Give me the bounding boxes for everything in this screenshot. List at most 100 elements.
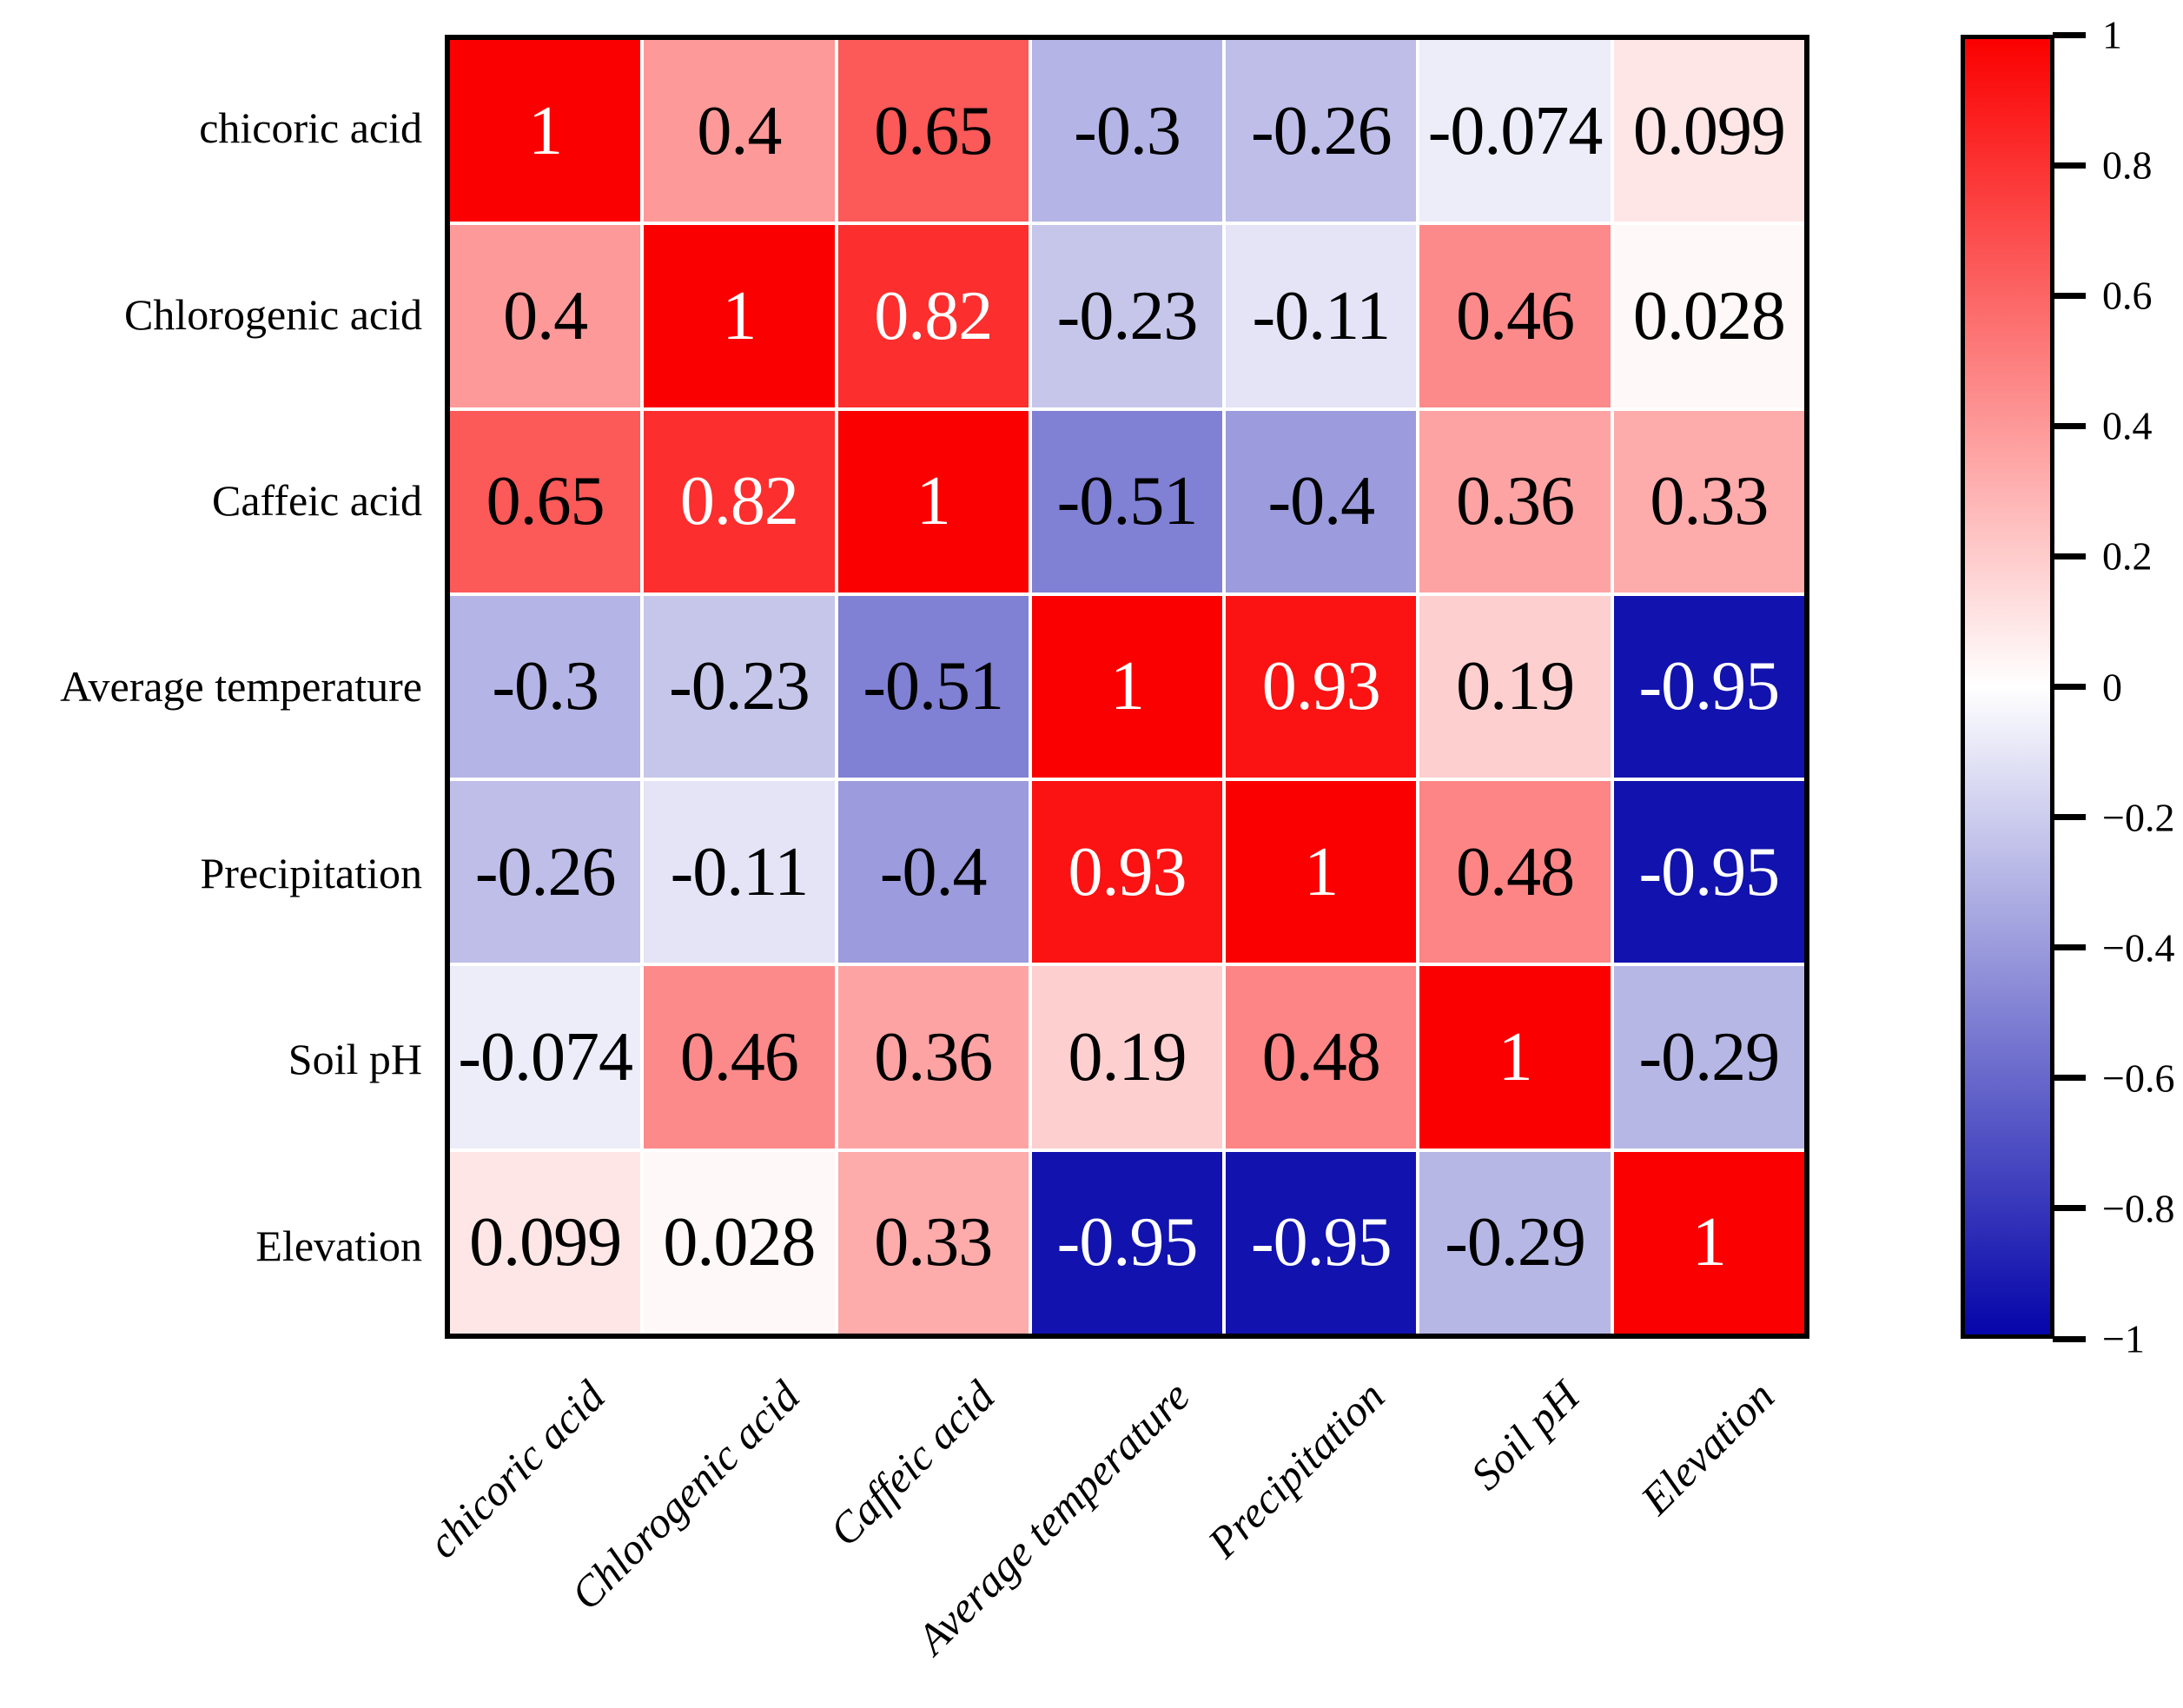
colorbar-tick (2053, 553, 2086, 559)
cell-value: -0.23 (669, 648, 810, 725)
cell-value: 0.4 (503, 277, 588, 354)
heatmap-cell: 1 (1419, 966, 1611, 1149)
cell-value: -0.51 (863, 648, 1004, 725)
cell-value: -0.3 (492, 648, 599, 725)
cell-value: -0.95 (1638, 648, 1781, 725)
heatmap-cell: 0.4 (450, 225, 641, 407)
heatmap-cell: 0.19 (1031, 966, 1223, 1149)
colorbar-tick-label: 1 (2102, 12, 2122, 57)
heatmap-cell: 0.19 (1419, 595, 1611, 778)
cell-value: -0.51 (1056, 463, 1199, 540)
heatmap-cell: 0.46 (1419, 225, 1611, 407)
heatmap-cell: 0.82 (644, 410, 835, 593)
cell-value: -0.11 (670, 833, 810, 910)
cell-value: -0.4 (1267, 463, 1375, 540)
colorbar-tick-label: 0.2 (2102, 533, 2153, 579)
heatmap-cell: 0.65 (837, 40, 1029, 222)
y-axis-label: Chlorogenic acid (124, 289, 422, 339)
cell-value: 1 (1304, 833, 1339, 910)
colorbar-tick-label: −0.6 (2102, 1056, 2175, 1101)
colorbar-gradient (1961, 35, 2054, 1339)
cell-value: 0.33 (1650, 463, 1769, 540)
cell-value: 0.93 (1068, 833, 1187, 910)
cell-value: 0.33 (874, 1204, 993, 1281)
colorbar-tick-label: −1 (2102, 1316, 2145, 1361)
colorbar-tick-label: 0 (2102, 665, 2122, 709)
colorbar-tick (2053, 1205, 2086, 1212)
heatmap-cell: 1 (1226, 781, 1417, 963)
x-axis-label: Precipitation (1198, 1371, 1394, 1567)
colorbar-tick (2053, 814, 2086, 821)
heatmap-cell: -0.4 (1226, 410, 1417, 593)
heatmap-cell: 0.36 (837, 966, 1029, 1149)
cell-value: -0.29 (1638, 1019, 1781, 1096)
cell-value: 0.19 (1456, 648, 1575, 725)
heatmap-cell: 0.93 (1226, 595, 1417, 778)
y-axis-label: Elevation (255, 1221, 422, 1270)
x-axis-label: Soil pH (1461, 1371, 1589, 1499)
heatmap-cell: -0.51 (837, 595, 1029, 778)
heatmap-cell: 0.36 (1419, 410, 1611, 593)
heatmap-cell: -0.95 (1613, 595, 1804, 778)
colorbar-tick (2053, 1075, 2086, 1082)
cell-value: 1 (1109, 648, 1145, 725)
heatmap-cell: -0.11 (1226, 225, 1417, 407)
cell-value: -0.26 (474, 833, 617, 910)
heatmap-cell: 0.33 (1613, 410, 1804, 593)
heatmap-cell: 0.65 (450, 410, 641, 593)
heatmap-grid: 1 0.4 0.65 -0.3 -0.26 -0.074 0.099 0.4 1 0.82 -0.2… (445, 35, 1809, 1339)
cell-value: 1 (722, 277, 757, 354)
x-axis-label: Caffeic acid (819, 1371, 1004, 1556)
cell-value: 1 (1498, 1019, 1533, 1096)
x-axis-label: Elevation (1631, 1371, 1784, 1524)
colorbar-tick (2053, 944, 2086, 951)
cell-value: 0.48 (1456, 833, 1575, 910)
y-axis-label: Caffeic acid (212, 476, 422, 526)
colorbar-tick (2053, 31, 2086, 38)
colorbar-tick-label: 0.8 (2102, 142, 2153, 188)
heatmap-cell: -0.95 (1613, 781, 1804, 963)
cell-value: 0.65 (486, 463, 605, 540)
heatmap-cell: 0.48 (1226, 966, 1417, 1149)
cell-value: 0.4 (697, 92, 782, 169)
heatmap-cell: 0.93 (1031, 781, 1223, 963)
cell-value: 0.82 (874, 277, 993, 354)
heatmap-cell: -0.51 (1031, 410, 1223, 593)
heatmap-cell: -0.26 (450, 781, 641, 963)
cell-value: 0.48 (1261, 1019, 1381, 1096)
heatmap-cell: -0.074 (450, 966, 641, 1149)
cell-value: 0.028 (1632, 277, 1786, 354)
heatmap-cell: 0.028 (1613, 225, 1804, 407)
cell-value: -0.3 (1074, 92, 1181, 169)
colorbar-tick-label: −0.8 (2102, 1186, 2175, 1231)
heatmap-cell: -0.3 (450, 595, 641, 778)
colorbar-tick (2053, 684, 2086, 690)
colorbar-tick-label: 0.6 (2102, 273, 2153, 318)
heatmap-cell: 0.48 (1419, 781, 1611, 963)
cell-value: 0.19 (1068, 1019, 1187, 1096)
heatmap-cell: -0.23 (1031, 225, 1223, 407)
cell-value: -0.11 (1252, 277, 1391, 354)
y-axis-label: Precipitation (200, 848, 423, 897)
heatmap-cell: 0.33 (837, 1151, 1029, 1334)
cell-value: -0.074 (1427, 92, 1604, 169)
cell-value: 1 (916, 463, 951, 540)
cell-value: 0.36 (874, 1019, 993, 1096)
cell-value: 0.36 (1456, 463, 1575, 540)
y-axis-label: chicoric acid (199, 103, 422, 153)
heatmap-cell: -0.3 (1031, 40, 1223, 222)
heatmap-cell: 0.028 (644, 1151, 835, 1334)
cell-value: -0.23 (1056, 277, 1199, 354)
cell-value: 0.099 (1632, 92, 1786, 169)
cell-value: 0.46 (1456, 277, 1575, 354)
heatmap-cell: 1 (837, 410, 1029, 593)
heatmap-cell: -0.4 (837, 781, 1029, 963)
heatmap-cell: 0.4 (644, 40, 835, 222)
heatmap-cell: -0.074 (1419, 40, 1611, 222)
heatmap-cell: -0.23 (644, 595, 835, 778)
cell-value: 0.82 (679, 463, 799, 540)
cell-value: 0.93 (1261, 648, 1381, 725)
heatmap-cell: 0.46 (644, 966, 835, 1149)
cell-value: 0.65 (874, 92, 993, 169)
cell-value: 1 (528, 92, 563, 169)
